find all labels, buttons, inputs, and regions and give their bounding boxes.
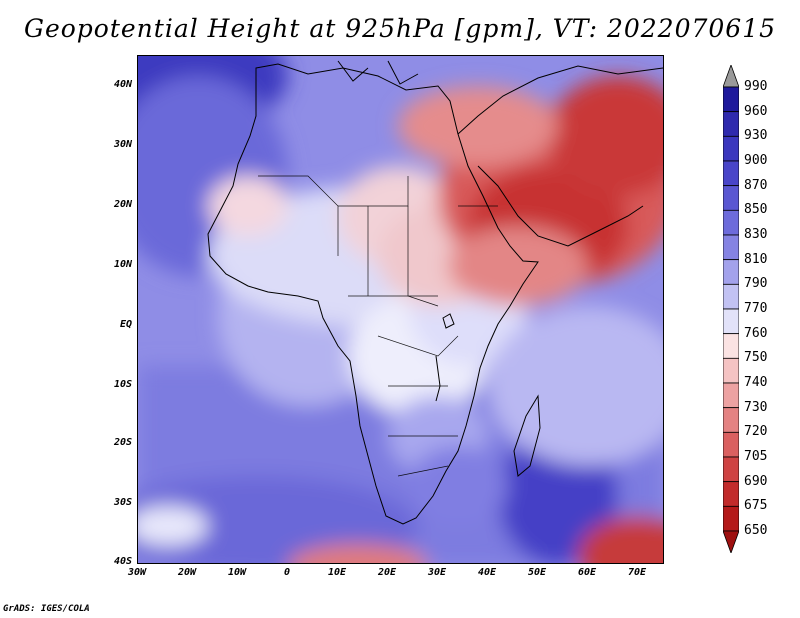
colorbar-box bbox=[723, 431, 739, 458]
colorbar-box bbox=[723, 308, 739, 335]
lon-label: 0 bbox=[283, 567, 291, 578]
colorbar-box bbox=[723, 407, 739, 433]
colorbar-label: 830 bbox=[744, 227, 768, 242]
colorbar-top-triangle bbox=[723, 65, 739, 88]
colorbar-box bbox=[723, 456, 739, 483]
lat-label: EQ bbox=[119, 319, 132, 330]
colorbar-label: 690 bbox=[744, 473, 768, 489]
lon-label: 50E bbox=[527, 567, 547, 578]
colorbar-label: 790 bbox=[744, 276, 768, 292]
colorbar-label: 990 bbox=[744, 79, 768, 94]
colorbar-box bbox=[723, 333, 739, 359]
lon-label: 10E bbox=[327, 567, 347, 578]
lat-label: 20N bbox=[113, 199, 132, 210]
colorbar-box bbox=[723, 86, 739, 113]
lon-label: 30W bbox=[127, 567, 147, 578]
colorbar-label: 850 bbox=[744, 202, 768, 218]
colorbar-label: 730 bbox=[744, 399, 768, 415]
colorbar-label: 720 bbox=[744, 424, 768, 440]
colorbar-box bbox=[723, 283, 739, 310]
map-title: Geopotential Height at 925hPa [gpm], VT:… bbox=[23, 14, 777, 43]
colorbar-box bbox=[723, 481, 739, 507]
lat-label: 10N bbox=[113, 259, 132, 270]
colorbar-label: 740 bbox=[744, 375, 768, 390]
map-panel bbox=[137, 55, 664, 564]
lat-label: 40N bbox=[113, 79, 132, 90]
colorbar-box bbox=[723, 185, 739, 211]
colorbar-label: 900 bbox=[744, 153, 768, 168]
lat-label: 30N bbox=[113, 139, 132, 150]
colorbar-label: 650 bbox=[744, 523, 768, 538]
geopotential-field bbox=[138, 56, 663, 563]
lon-label: 30E bbox=[427, 567, 447, 578]
lat-label: 30S bbox=[113, 497, 132, 508]
credit-text: GrADS: IGES/COLA bbox=[3, 604, 90, 614]
colorbar-label: 750 bbox=[744, 350, 768, 366]
colorbar-box bbox=[723, 234, 739, 261]
colorbar-box bbox=[723, 135, 739, 162]
colorbar-box bbox=[723, 357, 739, 384]
colorbar-bottom-triangle bbox=[723, 530, 739, 553]
lon-label: 70E bbox=[627, 567, 647, 578]
colorbar-label: 675 bbox=[744, 498, 768, 514]
colorbar-box bbox=[723, 160, 739, 187]
lat-label: 40S bbox=[113, 556, 132, 567]
lon-label: 60E bbox=[577, 567, 597, 578]
lat-label: 10S bbox=[113, 379, 132, 390]
lon-label: 20W bbox=[177, 567, 197, 578]
colorbar-label: 810 bbox=[744, 251, 768, 267]
colorbar-label: 930 bbox=[744, 128, 768, 144]
colorbar-box bbox=[723, 382, 739, 409]
lon-label: 20E bbox=[377, 567, 397, 578]
lon-label: 40E bbox=[477, 567, 497, 578]
colorbar-box bbox=[723, 505, 739, 532]
colorbar-label: 870 bbox=[744, 177, 768, 193]
colorbar-label: 705 bbox=[744, 449, 768, 464]
colorbar bbox=[723, 65, 739, 553]
colorbar-label: 770 bbox=[744, 301, 768, 316]
colorbar-box bbox=[723, 111, 739, 137]
colorbar-label: 760 bbox=[744, 325, 768, 341]
colorbar-label: 960 bbox=[744, 103, 768, 119]
lat-label: 20S bbox=[113, 437, 132, 448]
colorbar-box bbox=[723, 209, 739, 236]
lon-label: 10W bbox=[227, 567, 247, 578]
colorbar-box bbox=[723, 259, 739, 285]
